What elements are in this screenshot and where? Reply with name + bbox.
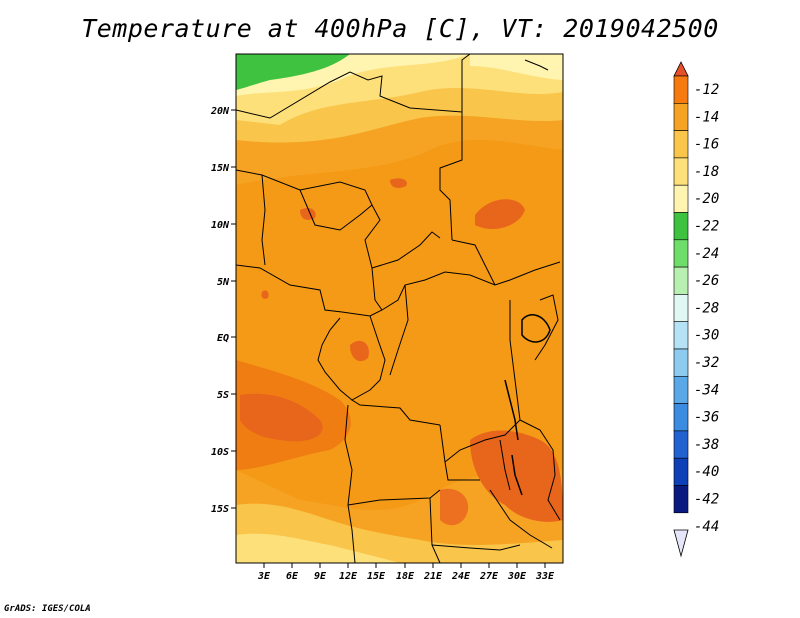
lon-label: 18E <box>396 571 415 582</box>
colorbar-cell <box>673 212 689 241</box>
lon-label: 3E <box>257 571 271 582</box>
lon-label: 30E <box>507 571 527 582</box>
colorbar-cell <box>673 348 689 377</box>
lon-label: 15E <box>367 571 386 582</box>
colorbar-cell <box>673 157 689 186</box>
colorbar-bottom-arrow <box>673 529 689 558</box>
colorbar-label: -42 <box>694 492 719 508</box>
colorbar-label: -14 <box>694 109 719 125</box>
colorbar-label: -20 <box>694 191 719 207</box>
colorbar-cell <box>673 403 689 432</box>
colorbar-cell <box>673 184 689 213</box>
colorbar-top-arrow <box>673 61 689 77</box>
software-credit: GrADS: IGES/COLA <box>4 604 91 614</box>
colorbar-cell <box>673 321 689 350</box>
colorbar-cell <box>673 375 689 404</box>
lon-label: 9E <box>314 571 327 582</box>
lon-label: 27E <box>479 571 499 582</box>
colorbar-cell <box>673 485 689 514</box>
colorbar-label: -34 <box>694 382 719 398</box>
colorbar-cell <box>673 103 689 131</box>
country-borders <box>236 54 561 563</box>
lon-label: 6E <box>286 571 299 582</box>
temperature-field <box>236 54 563 563</box>
lat-label: EQ <box>217 333 229 344</box>
map-title: Temperature at 400hPa [C], VT: 201904250… <box>81 14 719 43</box>
lon-label: 12E <box>339 571 358 582</box>
colorbar-label: -28 <box>694 300 719 316</box>
lake-outlines <box>504 314 551 496</box>
lat-label: 10N <box>211 220 230 231</box>
colorbar-label: -16 <box>694 137 719 153</box>
colorbar-label: -30 <box>694 328 719 344</box>
colorbar-label: -38 <box>694 437 719 453</box>
colorbar-label: -26 <box>694 273 719 289</box>
latitude-axis: 20N 15N 10N 5N EQ 5S 10S 15S <box>210 106 236 515</box>
colorbar-label: -36 <box>694 410 719 426</box>
longitude-axis: 3E 6E 9E 12E 15E 18E 21E 24E 27E 30E 33E <box>257 563 555 582</box>
colorbar-label: -24 <box>694 246 719 262</box>
lon-label: 33E <box>535 571 555 582</box>
colorbar: -12 -14 -16 -18 -20 -22 -24 -26 -28 -30 -32 -34 -36 -… <box>673 61 719 558</box>
lat-label: 15N <box>211 163 230 174</box>
colorbar-label: -12 <box>694 82 719 98</box>
colorbar-label: -40 <box>694 464 719 480</box>
lat-label: 5S <box>217 390 229 401</box>
colorbar-label: -18 <box>694 164 719 180</box>
colorbar-cell <box>673 430 689 459</box>
colorbar-label: -32 <box>694 355 719 371</box>
lon-label: 21E <box>423 571 443 582</box>
colorbar-label: -44 <box>694 519 719 535</box>
colorbar-label: -22 <box>694 219 719 235</box>
lat-label: 15S <box>211 504 229 515</box>
colorbar-cell <box>673 266 689 295</box>
lat-label: 10S <box>211 447 229 458</box>
colorbar-cell <box>673 239 689 268</box>
lat-label: 5N <box>217 277 230 288</box>
lon-label: 24E <box>451 571 471 582</box>
map-frame <box>235 53 564 564</box>
colorbar-cell <box>673 457 689 486</box>
colorbar-cell <box>673 130 689 159</box>
colorbar-cell <box>673 75 689 104</box>
colorbar-cell <box>673 294 689 322</box>
lat-label: 20N <box>210 106 230 117</box>
